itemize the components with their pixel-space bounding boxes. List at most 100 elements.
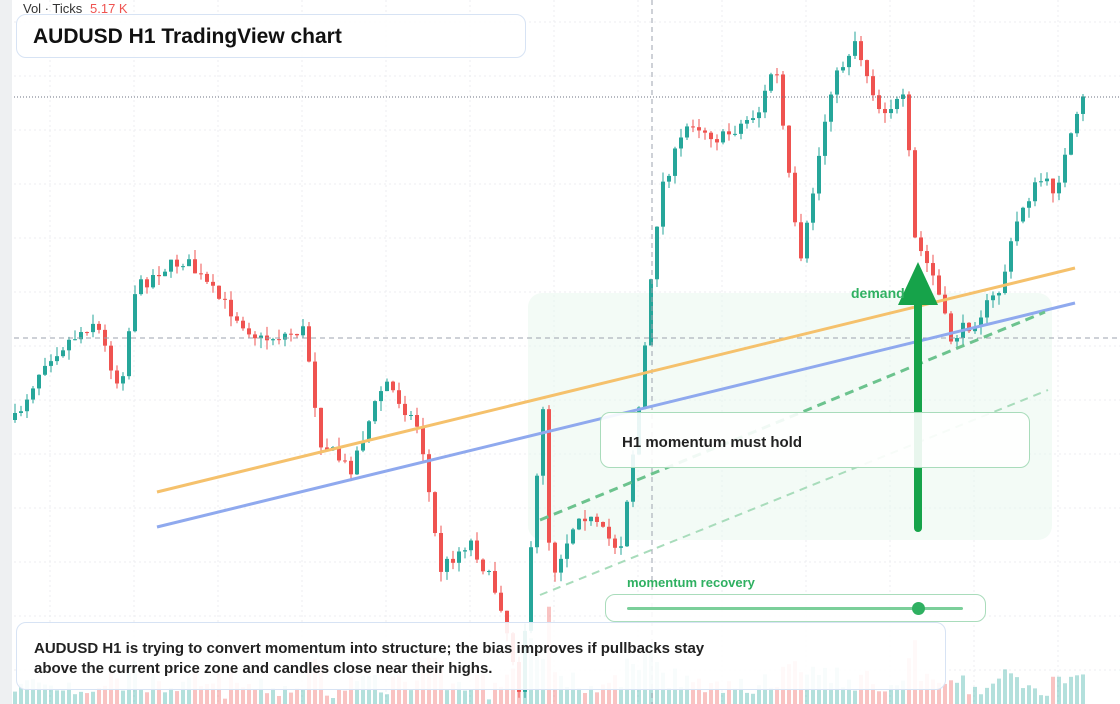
- candle-body: [319, 407, 323, 448]
- volume-bar: [757, 685, 761, 704]
- candle-body: [607, 526, 611, 539]
- candle-body: [367, 421, 371, 441]
- candle-body: [919, 237, 923, 252]
- volume-bar: [289, 692, 293, 704]
- candle-body: [499, 592, 503, 611]
- volume-bar: [49, 685, 53, 704]
- candle-body: [853, 41, 857, 56]
- volume-bar: [211, 683, 215, 704]
- volume-bar: [85, 693, 89, 704]
- candle-body: [49, 361, 53, 366]
- candle-body: [121, 376, 125, 384]
- candle-body: [61, 350, 65, 357]
- volume-bar: [739, 678, 743, 704]
- candle-body: [157, 274, 161, 277]
- candle-body: [613, 538, 617, 548]
- candle-body: [343, 460, 347, 462]
- volume-bar: [997, 678, 1001, 704]
- candle-body: [31, 388, 35, 400]
- volume-bar: [175, 691, 179, 704]
- volume-bar: [235, 682, 239, 704]
- candle-body: [925, 251, 929, 264]
- volume-bar: [949, 680, 953, 704]
- candle-body: [913, 150, 917, 238]
- volume-bar: [463, 690, 467, 704]
- candle-body: [469, 540, 473, 551]
- candle-body: [391, 381, 395, 391]
- candle-body: [139, 279, 143, 295]
- volume-bar: [61, 690, 65, 704]
- candle-body: [967, 322, 971, 332]
- volume-bar: [325, 695, 329, 704]
- volume-bar: [889, 685, 893, 704]
- candle-body: [1015, 221, 1019, 242]
- volume-bar: [967, 694, 971, 704]
- candle-body: [1063, 154, 1067, 183]
- candle-body: [997, 293, 1001, 296]
- candle-body: [895, 98, 899, 110]
- slider-knob[interactable]: [912, 602, 925, 615]
- candle-body: [85, 332, 89, 334]
- candle-body: [283, 333, 287, 340]
- volume-bar: [73, 694, 77, 704]
- volume-bar: [391, 676, 395, 704]
- candle-body: [1045, 178, 1049, 182]
- volume-bar: [337, 689, 341, 704]
- candle-body: [259, 335, 263, 339]
- volume-bar: [769, 687, 773, 704]
- volume-bar: [115, 678, 119, 704]
- candle-body: [847, 55, 851, 68]
- candle-body: [871, 76, 875, 96]
- candle-body: [1081, 96, 1085, 114]
- volume-bar: [169, 688, 173, 704]
- slider-box[interactable]: [605, 594, 986, 622]
- candle-body: [709, 132, 713, 140]
- note: AUDUSD H1 is trying to convert momentum …: [34, 640, 705, 677]
- candle-body: [427, 454, 431, 493]
- candle-body: [553, 542, 557, 573]
- candle-body: [487, 571, 491, 573]
- volume-bar: [1051, 676, 1055, 704]
- candle-body: [37, 374, 41, 389]
- candle-body: [631, 454, 635, 502]
- volume-bar: [445, 690, 449, 704]
- volume-bar: [745, 692, 749, 704]
- candle-body: [109, 345, 113, 371]
- volume-bar: [493, 682, 497, 704]
- candle-body: [223, 298, 227, 300]
- volume-bar: [871, 684, 875, 704]
- candle-body: [13, 413, 17, 420]
- volume-bar: [1021, 688, 1025, 704]
- candle-body: [601, 521, 605, 527]
- candle-body: [733, 133, 737, 135]
- candle-body: [1033, 182, 1037, 202]
- volume-bar: [265, 693, 269, 704]
- volume-bar: [721, 692, 725, 704]
- volume-bar: [1027, 685, 1031, 704]
- candle-body: [595, 516, 599, 522]
- candle-body: [703, 130, 707, 133]
- candle-body: [817, 155, 821, 194]
- candle-body: [187, 259, 191, 267]
- volume-bar: [931, 679, 935, 704]
- volume-bar: [703, 692, 707, 704]
- candle-body: [241, 320, 245, 329]
- candle-body: [931, 263, 935, 276]
- volume-bar: [1063, 683, 1067, 704]
- volume-bar: [1039, 695, 1043, 704]
- volume-bar: [619, 687, 623, 704]
- volume-bar: [13, 691, 17, 704]
- candle-body: [349, 460, 353, 475]
- callout: H1 momentum must hold: [622, 434, 803, 451]
- volume-bar: [1009, 673, 1013, 704]
- candle-body: [955, 338, 959, 342]
- volume-bar: [985, 687, 989, 704]
- volume-bar: [1057, 676, 1061, 704]
- volume-bar: [223, 698, 227, 704]
- candle-body: [193, 259, 197, 274]
- zone-label: demand: [851, 285, 905, 301]
- candle-body: [685, 126, 689, 138]
- volume-bar: [499, 686, 503, 704]
- candle-body: [217, 285, 221, 299]
- volume-bar: [67, 682, 71, 704]
